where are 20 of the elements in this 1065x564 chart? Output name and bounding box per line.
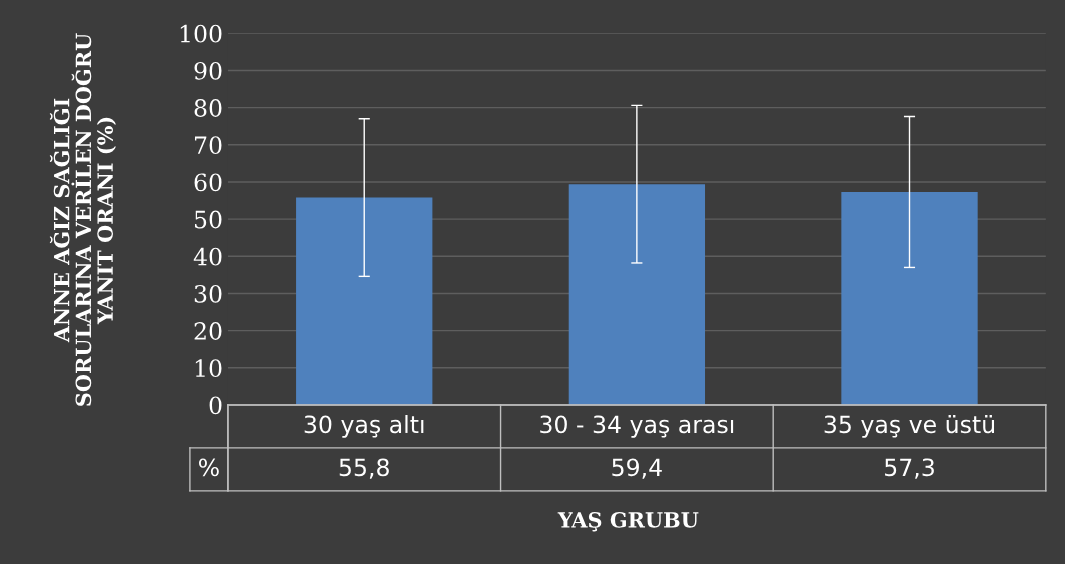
y-tick-label: 50 [195, 210, 222, 229]
y-tick-label: 90 [194, 61, 222, 80]
y-axis-title: ANNE AĞIZ SAĞLIĞI SORULARINA VERİLEN DOĞRU YANIT ORANI (%) [49, 33, 116, 406]
y-tick-label: 40 [193, 247, 222, 266]
data-label: 55,8 [339, 458, 389, 479]
data-label: 57,3 [885, 458, 934, 479]
y-tick-label: 60 [194, 173, 222, 192]
y-tick-label: 0 [209, 396, 222, 415]
x-axis-title: YAŞ GRUBU [557, 511, 699, 532]
x-tick-label: 35 yaş ve üstü [824, 415, 995, 438]
x-tick-label: 30 yaş altı [304, 415, 424, 438]
x-tick-label: 30 - 34 yaş arası [540, 415, 734, 438]
data-label: 59,4 [612, 458, 662, 479]
y-tick-label: 10 [195, 359, 222, 378]
y-tick-label: 70 [194, 136, 222, 155]
y-tick-label: 30 [194, 284, 222, 303]
text: % [199, 458, 219, 477]
y-tick-label: 100 [180, 24, 222, 43]
y-tick-label: 20 [194, 322, 222, 340]
y-tick-label: 80 [194, 99, 222, 117]
